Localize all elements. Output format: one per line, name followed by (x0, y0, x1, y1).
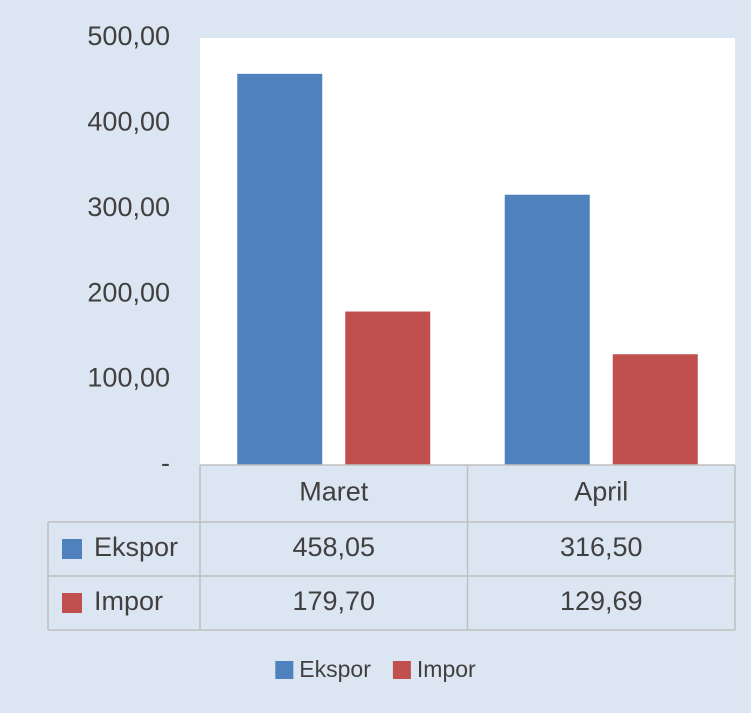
table-row-label: Impor (94, 586, 163, 616)
bar (237, 73, 323, 465)
bar (504, 194, 590, 466)
table-cell: 316,50 (560, 532, 643, 562)
table-cell: 458,05 (292, 532, 375, 562)
y-tick-label: 300,00 (87, 192, 170, 222)
table-legend-key (62, 593, 82, 613)
table-row-label: Ekspor (94, 532, 178, 562)
y-tick-label: 200,00 (87, 277, 170, 307)
x-tick-label: Maret (299, 477, 369, 507)
legend-key (275, 661, 294, 679)
legend-label: Impor (417, 656, 476, 682)
x-tick-label: April (574, 477, 628, 507)
y-tick-label: 100,00 (87, 363, 170, 393)
table-legend-key (62, 539, 82, 559)
y-tick-label: - (161, 448, 170, 478)
bar (612, 354, 698, 465)
legend-key (392, 661, 411, 679)
table-cell: 179,70 (292, 586, 375, 616)
y-tick-label: 500,00 (87, 21, 170, 51)
bar (345, 311, 431, 465)
y-tick-label: 400,00 (87, 107, 170, 137)
table-cell: 129,69 (560, 586, 643, 616)
legend-label: Ekspor (299, 656, 371, 682)
